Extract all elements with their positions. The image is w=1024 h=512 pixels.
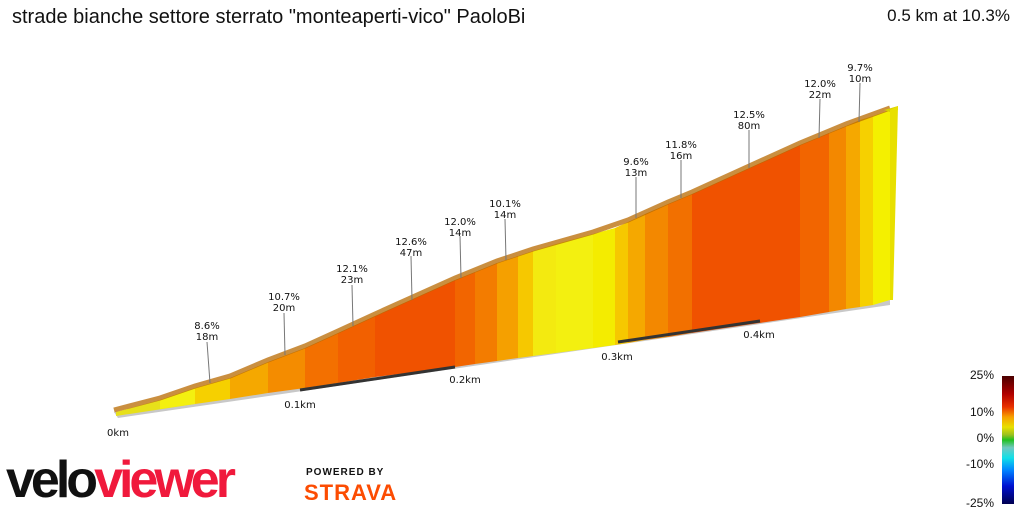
svg-text:20m: 20m [273, 303, 295, 314]
scale-label-0: 0% [976, 431, 994, 445]
tick-0km: 0km [107, 428, 129, 439]
tick-0.2km: 0.2km [449, 375, 480, 386]
segment-labels: 8.6% 18m 10.7% 20m 12.1% 23m 12.6% 47m 1… [194, 63, 872, 343]
label-leaders [206, 82, 861, 384]
svg-text:12.0%: 12.0% [444, 217, 476, 228]
tick-0.4km: 0.4km [743, 330, 774, 341]
svg-text:10.7%: 10.7% [268, 292, 300, 303]
tick-0.1km: 0.1km [284, 400, 315, 411]
powered-by-label: POWERED BY [306, 467, 385, 478]
svg-text:12.6%: 12.6% [395, 237, 427, 248]
scale-label-10: 10% [969, 405, 994, 419]
page-title: strade bianche settore sterrato "monteap… [12, 6, 526, 28]
gradient-bands [116, 110, 890, 416]
scale-label-minus25: -25% [965, 496, 994, 510]
scale-label-25: 25% [969, 368, 994, 382]
svg-text:23m: 23m [341, 275, 363, 286]
veloviewer-logo: veloviewer [6, 451, 236, 509]
svg-text:80m: 80m [738, 121, 760, 132]
distance-axis: 0km 0.1km 0.2km 0.3km 0.4km [107, 330, 775, 439]
svg-text:22m: 22m [809, 90, 831, 101]
svg-text:14m: 14m [449, 228, 471, 239]
scale-label-minus10: -10% [965, 457, 994, 471]
svg-text:10.1%: 10.1% [489, 199, 521, 210]
svg-text:10m: 10m [849, 74, 871, 85]
strava-logo: STRAVA [304, 480, 398, 505]
svg-text:12.0%: 12.0% [804, 79, 836, 90]
svg-text:12.1%: 12.1% [336, 264, 368, 275]
svg-text:11.8%: 11.8% [665, 140, 697, 151]
gradient-color-scale: 25% 10% 0% -10% -25% [960, 368, 1024, 512]
svg-text:9.7%: 9.7% [847, 63, 872, 74]
svg-text:12.5%: 12.5% [733, 110, 765, 121]
color-scale-bar [1002, 376, 1014, 504]
svg-text:9.6%: 9.6% [623, 157, 648, 168]
climb-summary: 0.5 km at 10.3% [887, 6, 1010, 25]
tick-0.3km: 0.3km [601, 352, 632, 363]
svg-text:13m: 13m [625, 168, 647, 179]
axis-segment [299, 365, 456, 392]
svg-text:14m: 14m [494, 210, 516, 221]
axis-segment [617, 319, 761, 344]
svg-text:16m: 16m [670, 151, 692, 162]
segment-grade: 8.6% [194, 321, 219, 332]
svg-text:47m: 47m [400, 248, 422, 259]
segment-length: 18m [196, 332, 218, 343]
profile-top-edge [113, 105, 891, 413]
